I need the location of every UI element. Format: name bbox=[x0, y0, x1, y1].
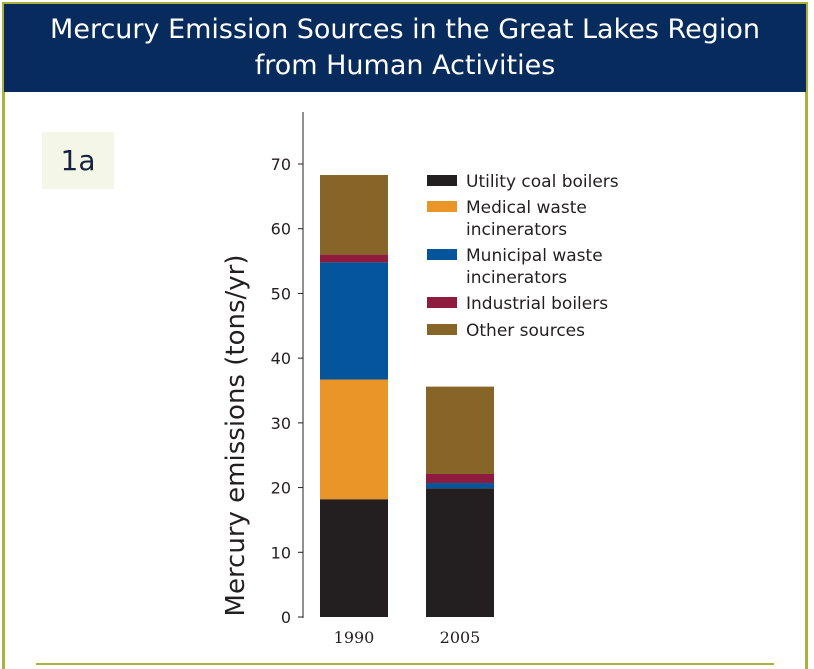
x-tick-label: 1990 bbox=[334, 628, 375, 647]
bottom-rule bbox=[36, 663, 774, 665]
y-tick-label: 70 bbox=[271, 155, 291, 174]
y-tick-label: 20 bbox=[271, 479, 291, 498]
figure-title: Mercury Emission Sources in the Great La… bbox=[4, 4, 806, 92]
bar-segment bbox=[426, 473, 494, 484]
x-tick-label: 2005 bbox=[440, 628, 481, 647]
y-tick-label: 40 bbox=[271, 349, 291, 368]
y-axis-title: Mercury emissions (tons/yr) bbox=[221, 255, 251, 617]
y-tick-label: 50 bbox=[271, 284, 291, 303]
legend-label: Medical waste bbox=[466, 198, 587, 218]
bar-segment bbox=[320, 175, 388, 255]
bar-segment bbox=[320, 262, 388, 380]
legend-label: incinerators bbox=[466, 220, 567, 240]
y-tick-label: 30 bbox=[271, 414, 291, 433]
legend-swatch bbox=[427, 324, 457, 335]
bar-segment bbox=[426, 386, 494, 474]
figure-number-badge: 1a bbox=[42, 132, 114, 189]
legend-label: Utility coal boilers bbox=[466, 172, 619, 192]
legend-label: Industrial boilers bbox=[466, 294, 608, 314]
legend-label: Other sources bbox=[466, 321, 585, 341]
bar-segment bbox=[426, 483, 494, 489]
legend-label: incinerators bbox=[466, 268, 567, 288]
y-tick-label: 60 bbox=[271, 220, 291, 239]
bar-segment bbox=[426, 488, 494, 617]
bar-segment bbox=[320, 499, 388, 617]
legend-swatch bbox=[427, 297, 457, 308]
legend-swatch bbox=[427, 175, 457, 186]
legend-swatch bbox=[427, 201, 457, 212]
bar-segment bbox=[320, 254, 388, 263]
legend-swatch bbox=[427, 249, 457, 260]
y-tick-label: 0 bbox=[281, 608, 291, 627]
y-tick-label: 10 bbox=[271, 543, 291, 562]
bar-segment bbox=[320, 379, 388, 500]
legend-label: Municipal waste bbox=[466, 246, 603, 266]
